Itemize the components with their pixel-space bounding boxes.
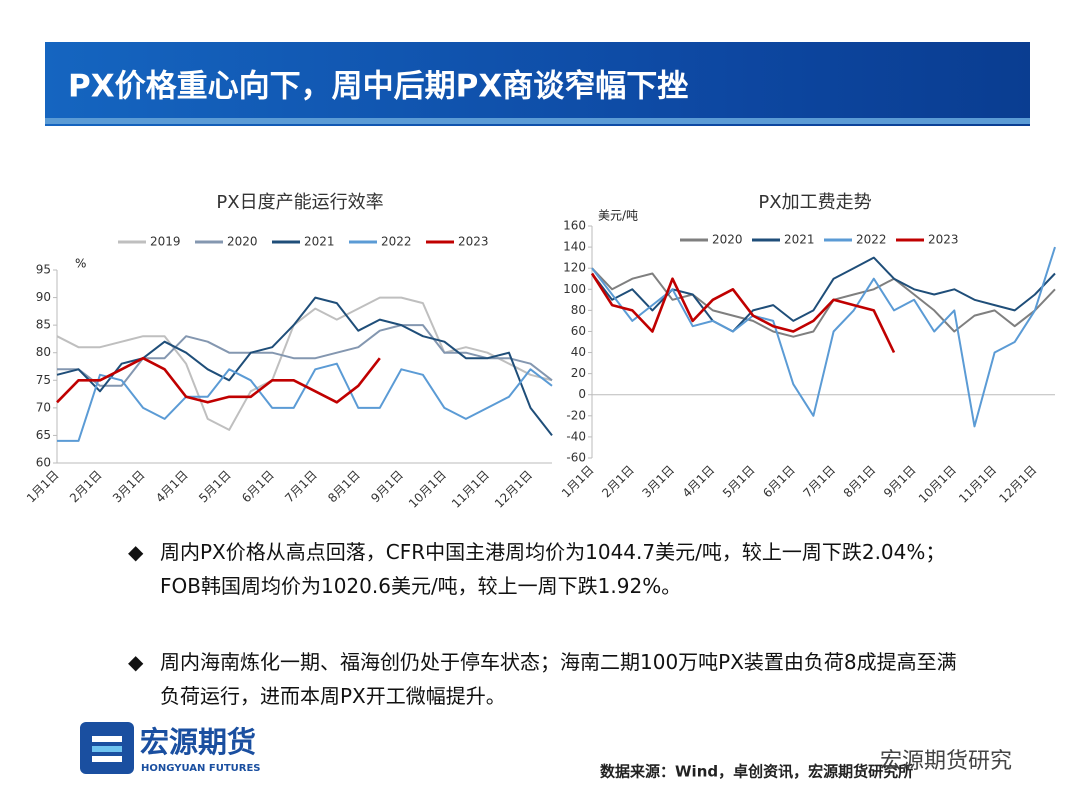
y-axis-unit: 美元/吨 — [598, 209, 638, 223]
legend-label: 2023 — [458, 235, 489, 249]
y-tick-label: -40 — [566, 429, 586, 443]
title-banner — [45, 42, 1030, 126]
x-tick-label: 10月1日 — [406, 468, 449, 511]
bullet: ◆ 周内海南炼化一期、福海创仍处于停车状态；海南二期100万吨PX装置由负荷8成提… — [128, 645, 973, 713]
x-tick-label: 8月1日 — [841, 463, 879, 501]
bullet-marker: ◆ — [128, 540, 144, 564]
legend-label: 2020 — [227, 235, 258, 249]
y-tick-label: 70 — [36, 400, 51, 414]
x-tick-label: 12月1日 — [492, 468, 535, 511]
y-tick-label: 140 — [563, 240, 586, 254]
y-tick-label: -60 — [566, 451, 586, 465]
legend-label: 2022 — [856, 233, 887, 247]
series-line — [590, 272, 896, 354]
y-tick-label: 100 — [563, 282, 586, 296]
series-line — [57, 324, 553, 387]
series-line — [591, 267, 1056, 338]
x-tick-label: 2月1日 — [599, 463, 637, 501]
series-line — [56, 356, 381, 404]
chart-title: PX日度产能运行效率 — [216, 192, 383, 213]
bullet-text: 周内PX价格从高点回落，CFR中国主港周均价为1044.7美元/吨，较上一周下跌… — [160, 540, 946, 598]
y-tick-label: 80 — [36, 345, 51, 359]
x-tick-label: 10月1日 — [916, 463, 959, 506]
x-tick-label: 11月1日 — [956, 463, 999, 506]
x-tick-label: 11月1日 — [449, 468, 492, 511]
banner-stripe — [45, 118, 1030, 124]
x-tick-label: 7月1日 — [282, 468, 320, 506]
source-note: 数据来源：Wind，卓创资讯，宏源期货研究所 — [600, 763, 913, 781]
logo-bar — [92, 746, 122, 752]
logo-sub: HONGYUAN FUTURES — [141, 763, 261, 774]
x-tick-label: 1月1日 — [24, 468, 62, 506]
x-tick-label: 4月1日 — [153, 468, 191, 506]
legend-label: 2020 — [712, 233, 743, 247]
x-tick-label: 1月1日 — [559, 463, 597, 501]
logo-name: 宏源期货 — [140, 725, 256, 759]
y-tick-label: 60 — [36, 456, 51, 470]
bullet-text: 周内海南炼化一期、福海创仍处于停车状态；海南二期100万吨PX装置由负荷8成提高… — [160, 650, 957, 708]
y-tick-label: 20 — [571, 366, 586, 380]
x-tick-label: 4月1日 — [680, 463, 718, 501]
x-tick-label: 3月1日 — [639, 463, 677, 501]
x-tick-label: 5月1日 — [720, 463, 758, 501]
series-line — [591, 256, 1056, 333]
y-tick-label: 95 — [36, 263, 51, 277]
bullet: ◆ 周内PX价格从高点回落，CFR中国主港周均价为1044.7美元/吨，较上一周下… — [128, 535, 973, 603]
y-tick-label: 60 — [571, 324, 586, 338]
x-tick-label: 2月1日 — [67, 468, 105, 506]
y-tick-label: 160 — [563, 219, 586, 233]
x-tick-label: 12月1日 — [996, 463, 1039, 506]
y-tick-label: -20 — [566, 408, 586, 422]
logo-bar — [92, 736, 122, 742]
legend-label: 2021 — [784, 233, 815, 247]
x-tick-label: 6月1日 — [239, 468, 277, 506]
series-line — [56, 296, 553, 437]
legend-label: 2021 — [304, 235, 335, 249]
y-tick-label: 0 — [578, 387, 586, 401]
x-tick-label: 7月1日 — [800, 463, 838, 501]
y-tick-label: 65 — [36, 428, 51, 442]
wechat-tag: 宏源期货研究 — [880, 749, 1012, 774]
y-tick-label: 80 — [571, 303, 586, 317]
y-tick-label: 120 — [563, 261, 586, 275]
y-tick-label: 90 — [36, 290, 51, 304]
chart-title: PX加工费走势 — [758, 192, 871, 213]
slide-title: PX价格重心向下，周中后期PX商谈窄幅下挫 — [68, 69, 688, 105]
legend-label: 2023 — [928, 233, 959, 247]
x-tick-label: 9月1日 — [368, 468, 406, 506]
y-tick-label: 85 — [36, 318, 51, 332]
y-tick-label: 40 — [571, 345, 586, 359]
y-tick-label: 75 — [36, 373, 51, 387]
legend-label: 2022 — [381, 235, 412, 249]
x-tick-label: 6月1日 — [760, 463, 798, 501]
logo-bar — [92, 756, 122, 762]
x-tick-label: 9月1日 — [881, 463, 919, 501]
logo: 宏源期货 HONGYUAN FUTURES — [80, 722, 261, 774]
series-line — [57, 362, 553, 442]
y-axis-unit: % — [75, 257, 86, 271]
bullet-marker: ◆ — [128, 650, 144, 674]
x-tick-label: 5月1日 — [196, 468, 234, 506]
legend-label: 2019 — [150, 235, 181, 249]
x-tick-label: 3月1日 — [110, 468, 148, 506]
series-line — [591, 246, 1056, 428]
series-line — [56, 296, 553, 431]
x-tick-label: 8月1日 — [325, 468, 363, 506]
